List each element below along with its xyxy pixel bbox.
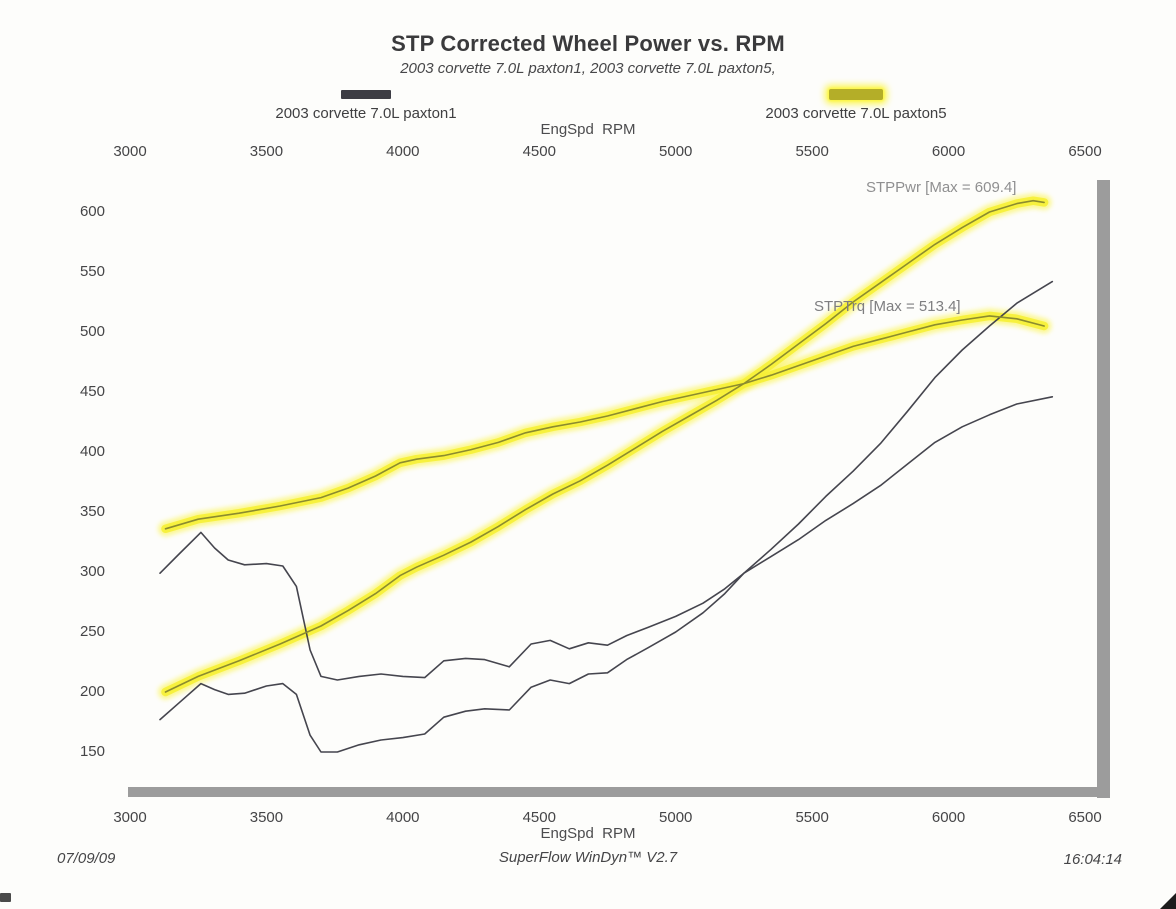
legend-label-paxton5: 2003 corvette 7.0L paxton5 [765, 105, 947, 122]
legend-swatch-paxton1 [341, 90, 391, 99]
x-tick-top-4000: 4000 [386, 143, 420, 160]
page-title: STP Corrected Wheel Power vs. RPM [391, 31, 785, 56]
x-tick-bottom-5500: 5500 [795, 809, 829, 826]
y-tick-400: 400 [79, 443, 105, 460]
curve-paxton5-stptrq [164, 315, 1045, 530]
x-tick-bottom-6000: 6000 [931, 809, 966, 826]
highlight-glow-paxton5-stptrq [158, 308, 1052, 537]
x-tick-top-4500: 4500 [522, 143, 556, 160]
legend-label-paxton1: 2003 corvette 7.0L paxton1 [275, 105, 457, 122]
footer-date: 07/09/09 [57, 850, 116, 867]
footer-time: 16:04:14 [1063, 851, 1122, 868]
y-tick-300: 300 [79, 563, 105, 580]
plot-border-right [1097, 180, 1110, 798]
y-tick-450: 450 [79, 383, 105, 400]
y-tick-200: 200 [79, 683, 105, 700]
x-axis-title-top: EngSpd RPM [540, 121, 636, 138]
curve-paxton1-stppwr [159, 280, 1054, 753]
x-tick-bottom-6500: 6500 [1068, 809, 1102, 826]
curve-paxton5-stppwr [164, 199, 1045, 693]
legend-swatch-paxton5 [829, 89, 883, 100]
scan-artifact-bottom-right [1160, 893, 1176, 909]
page-subtitle: 2003 corvette 7.0L paxton1, 2003 corvett… [400, 60, 776, 77]
highlight-glow-paxton5-stppwr [158, 193, 1052, 700]
y-tick-550: 550 [79, 263, 105, 280]
annotation-stppwr-max: STPPwr [Max = 609.4] [866, 179, 1017, 196]
footer-software-name: SuperFlow WinDyn™ V2.7 [498, 849, 678, 866]
y-tick-150: 150 [79, 743, 105, 760]
x-tick-top-6000: 6000 [931, 143, 966, 160]
x-tick-bottom-3000: 3000 [113, 809, 147, 826]
x-tick-top-5000: 5000 [659, 143, 693, 160]
x-tick-top-6500: 6500 [1068, 143, 1102, 160]
x-tick-bottom-4000: 4000 [386, 809, 420, 826]
x-axis-title-bottom: EngSpd RPM [540, 825, 636, 842]
plot-border-bottom [128, 787, 1110, 797]
x-tick-bottom-3500: 3500 [249, 809, 284, 826]
x-tick-top-5500: 5500 [795, 143, 829, 160]
y-tick-350: 350 [79, 503, 105, 520]
scan-artifact-bottom-left [0, 893, 11, 902]
y-tick-250: 250 [79, 623, 105, 640]
y-tick-500: 500 [79, 323, 105, 340]
curve-paxton1-stptrq [159, 395, 1054, 681]
y-tick-600: 600 [79, 203, 105, 220]
x-tick-top-3500: 3500 [249, 143, 284, 160]
annotation-stptrq-max: STPTrq [Max = 513.4] [814, 298, 961, 315]
highlight-core-paxton5-stppwr [161, 196, 1049, 697]
x-tick-top-3000: 3000 [113, 143, 147, 160]
x-tick-bottom-5000: 5000 [659, 809, 693, 826]
x-tick-bottom-4500: 4500 [522, 809, 556, 826]
